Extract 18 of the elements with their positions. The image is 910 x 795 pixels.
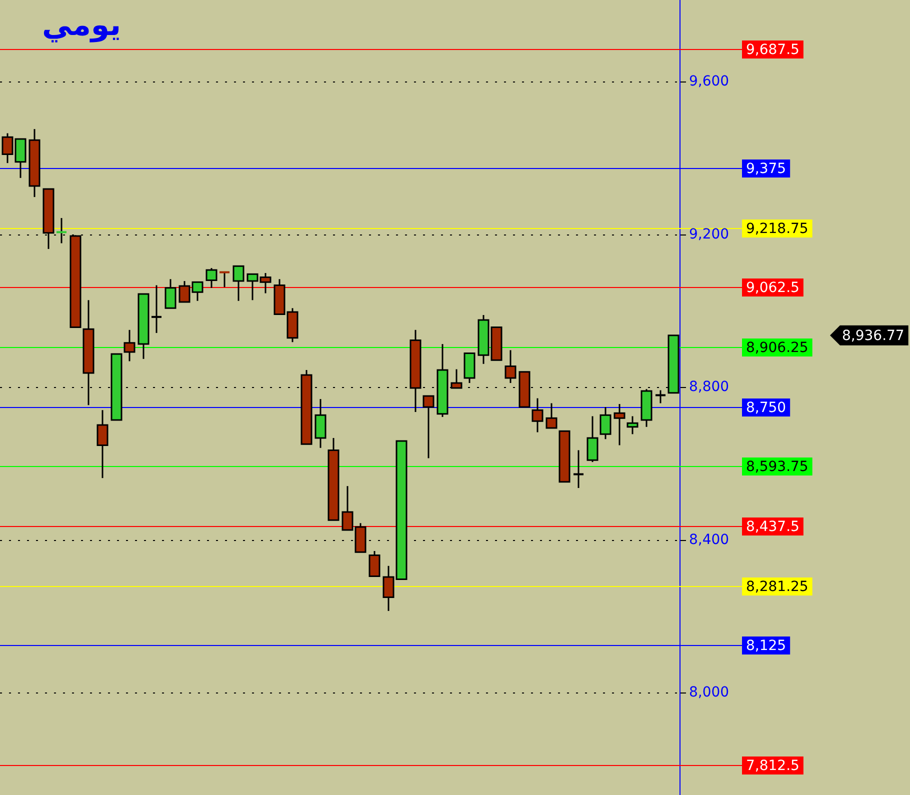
chart-title: يومي — [42, 8, 121, 43]
ref-line-label: 8,281.25 — [746, 579, 808, 596]
ref-line-label: 9,218.75 — [746, 221, 808, 238]
ref-line-label: 7,812.5 — [746, 758, 800, 774]
y-tick-label: 9,200 — [689, 226, 730, 242]
ref-line-label: 8,593.75 — [746, 459, 808, 476]
text: 8,936.77 — [842, 328, 904, 344]
ref-line-label: 8,125 — [746, 638, 786, 654]
y-tick-label: 9,600 — [689, 74, 730, 90]
y-tick-label: 8,000 — [689, 684, 730, 701]
ref-line-label: 9,375 — [746, 161, 786, 178]
ref-line-label: 8,437.5 — [746, 519, 800, 536]
ref-line-label: 8,750 — [746, 400, 786, 416]
ref-line-label: 8,906.25 — [746, 340, 808, 356]
y-tick-label: 8,800 — [689, 379, 730, 396]
ref-line-label: 9,687.5 — [746, 42, 800, 58]
ref-line-label: 9,062.5 — [746, 280, 800, 296]
y-tick-label: 8,400 — [689, 532, 730, 548]
